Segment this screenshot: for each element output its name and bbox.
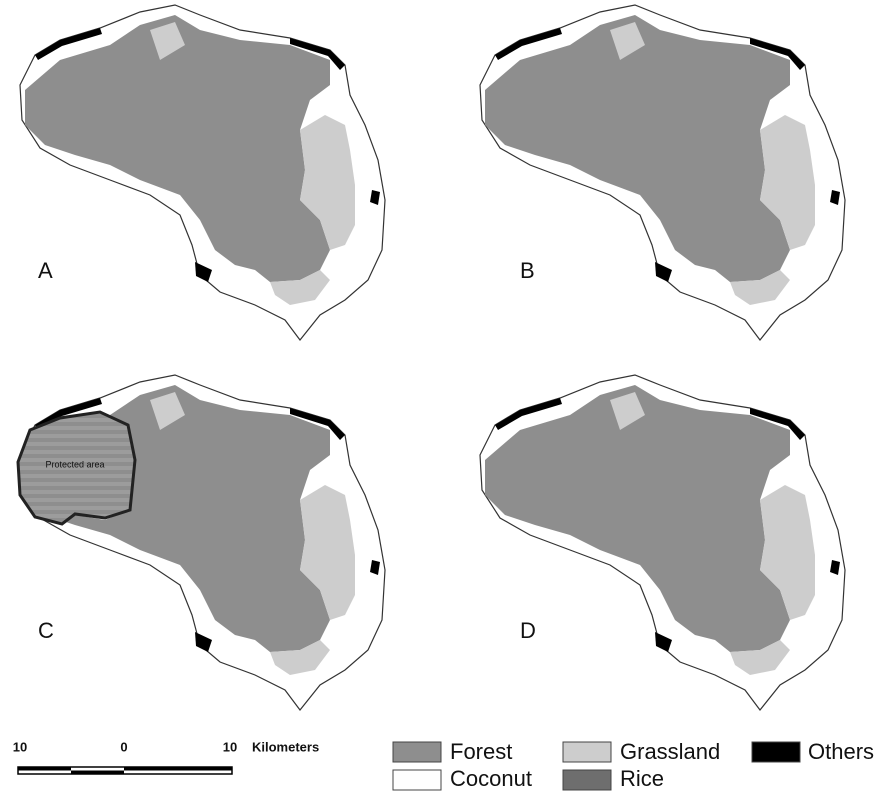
legend: Forest Coconut Grassland Rice Others	[393, 739, 874, 791]
scale-bar-segment	[71, 771, 124, 775]
map-panel: Protected area C	[15, 375, 385, 710]
map-panel: B	[480, 5, 845, 340]
figure: A B Protected area C D 10 0	[0, 0, 884, 794]
legend-label: Forest	[450, 739, 512, 764]
panel-label: C	[38, 618, 54, 643]
panel-label: A	[38, 258, 53, 283]
protected-area-label: Protected area	[45, 459, 104, 469]
legend-swatch	[563, 742, 611, 762]
map-panel: A	[20, 5, 385, 340]
scale-bar-segment	[124, 767, 232, 771]
panel-label: B	[520, 258, 535, 283]
scale-bar: 10 0 10 Kilometers	[13, 739, 319, 774]
scale-tick-label: 0	[120, 739, 127, 754]
legend-label: Grassland	[620, 739, 720, 764]
scale-tick-label: 10	[13, 739, 27, 754]
legend-label: Rice	[620, 766, 664, 791]
panel-label: D	[520, 618, 536, 643]
legend-label: Others	[808, 739, 874, 764]
page-body: A B Protected area C D 10 0	[0, 0, 884, 794]
page: Land use maps {"panels": [{"label": "A"}…	[0, 0, 884, 794]
map-panel: D	[480, 375, 845, 710]
scale-bar-segment	[18, 767, 71, 771]
scale-unit: Kilometers	[252, 739, 319, 754]
legend-swatch	[563, 770, 611, 790]
legend-swatch	[393, 770, 441, 790]
legend-swatch	[752, 742, 800, 762]
legend-swatch	[393, 742, 441, 762]
legend-label: Coconut	[450, 766, 532, 791]
scale-tick-label: 10	[223, 739, 237, 754]
map-panels: A B Protected area C D	[15, 5, 845, 710]
